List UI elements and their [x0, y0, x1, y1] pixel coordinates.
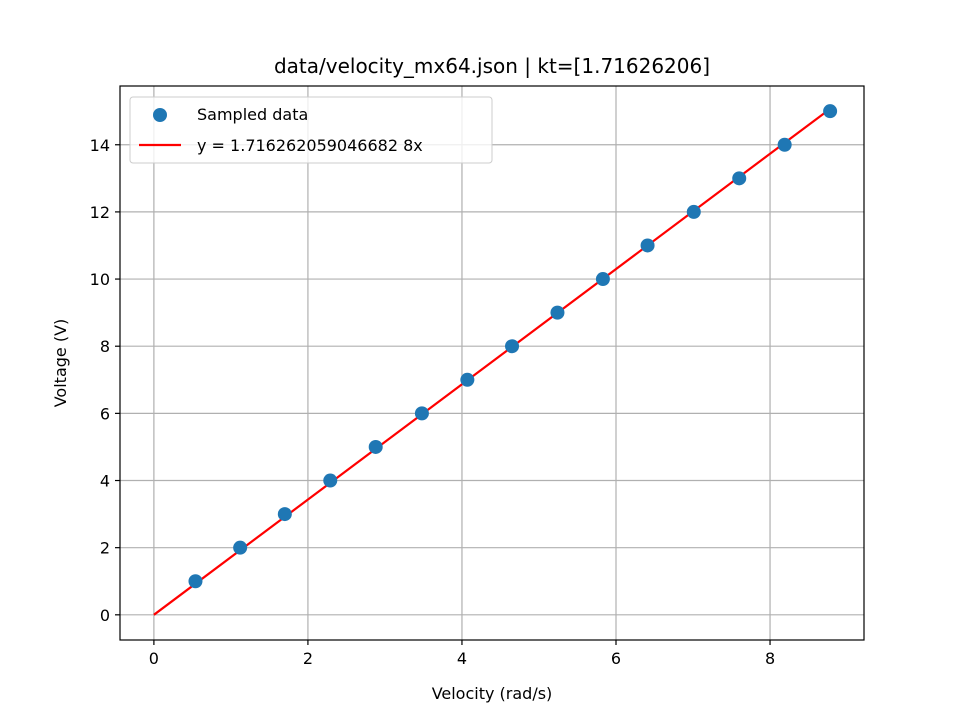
- scatter-point: [823, 104, 838, 119]
- scatter-point: [323, 473, 338, 488]
- axis-ticks: 0 2 4 6 8 0 2 4 6 8 10 12 14: [90, 136, 775, 668]
- scatter-point: [460, 372, 475, 387]
- y-tick-label: 12: [90, 203, 110, 222]
- scatter-point: [368, 439, 383, 454]
- legend-label-fit-line: y = 1.716262059046682 8x: [197, 136, 423, 155]
- scatter-point: [595, 272, 610, 287]
- fit-line-layer: [153, 107, 831, 616]
- scatter-point: [640, 238, 655, 253]
- x-tick-label: 0: [149, 649, 159, 668]
- y-tick-label: 10: [90, 270, 110, 289]
- x-tick-label: 8: [765, 649, 775, 668]
- scatter-point: [505, 339, 520, 354]
- x-tick-label: 6: [611, 649, 621, 668]
- y-tick-label: 8: [100, 337, 110, 356]
- scatter-points: [188, 104, 838, 589]
- y-tick-label: 14: [90, 136, 110, 155]
- legend-label-sampled-data: Sampled data: [197, 105, 308, 124]
- grid: [120, 86, 864, 640]
- scatter-point: [414, 406, 429, 421]
- scatter-point: [188, 574, 203, 589]
- y-tick-label: 2: [100, 539, 110, 558]
- plot-frame: [119, 85, 865, 641]
- y-tick-label: 4: [100, 472, 110, 491]
- legend-box: [129, 96, 493, 164]
- scatter-point: [777, 137, 792, 152]
- x-tick-label: 2: [303, 649, 313, 668]
- scatter-point: [732, 171, 747, 186]
- y-axis-label: Voltage (V): [51, 319, 70, 408]
- scatter-point: [550, 305, 565, 320]
- scatter-point: [233, 540, 248, 555]
- scatter-point: [686, 204, 701, 219]
- legend-scatter-marker: [153, 108, 167, 122]
- x-axis-label: Velocity (rad/s): [432, 684, 553, 703]
- scatter-point: [277, 507, 292, 522]
- fit-line: [153, 107, 831, 616]
- x-tick-label: 4: [457, 649, 467, 668]
- y-tick-label: 6: [100, 404, 110, 423]
- y-tick-label: 0: [100, 606, 110, 625]
- legend: Sampled data y = 1.716262059046682 8x: [129, 96, 493, 164]
- chart-title: data/velocity_mx64.json | kt=[1.71626206…: [274, 54, 710, 78]
